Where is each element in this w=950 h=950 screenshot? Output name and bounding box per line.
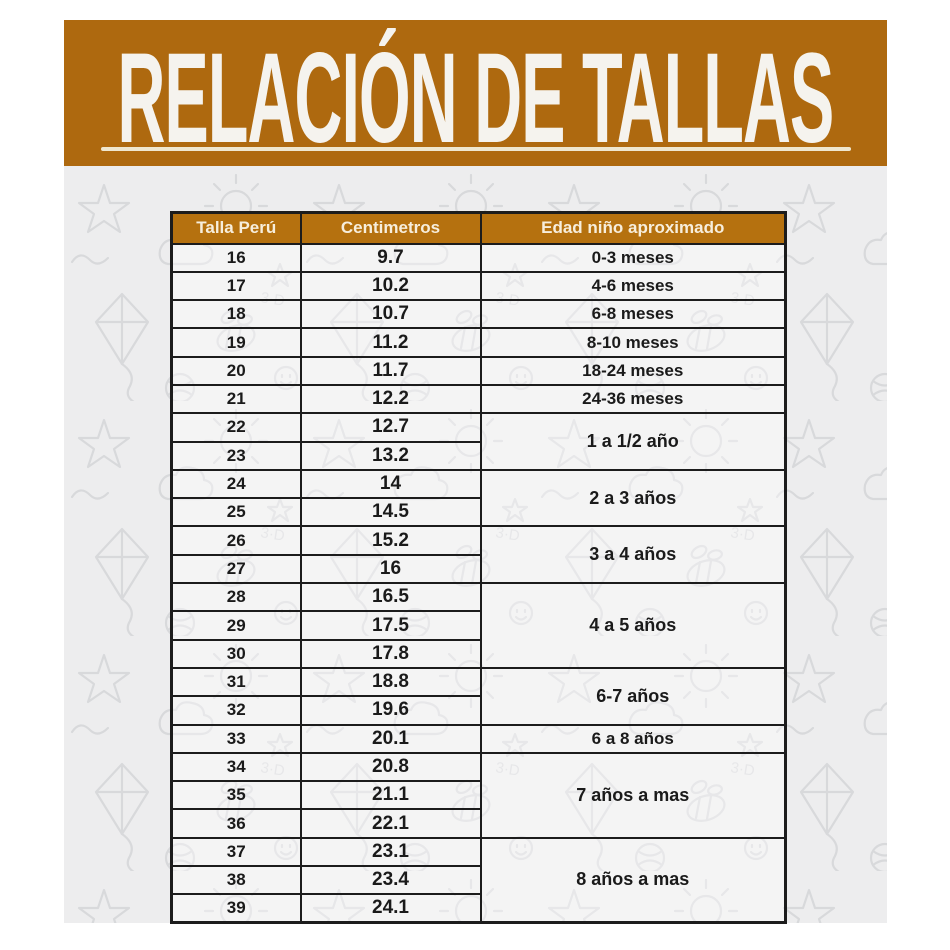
cell-cm: 24.1	[299, 893, 482, 924]
table-row: 18 10.7 6-8 meses	[170, 299, 787, 330]
cell-cm: 14.5	[299, 497, 482, 528]
table-row: 20 11.7 18-24 meses	[170, 355, 787, 386]
cell-cm: 23.4	[299, 865, 482, 896]
cell-talla: 23	[170, 441, 302, 471]
cell-edad: 8-10 meses	[479, 327, 787, 358]
cell-edad: 1 a 1/2 año	[479, 412, 787, 471]
table-row: 38 23.4	[170, 865, 786, 896]
size-table: Talla Perú Centimetros Edad niño aproxim…	[170, 211, 787, 925]
table-row: 16 9.7 0-3 meses	[170, 242, 787, 273]
col-header-cm: Centimetros	[299, 211, 482, 245]
cell-talla: 25	[170, 497, 302, 528]
cell-cm: 17.8	[299, 639, 482, 669]
cell-edad: 0-3 meses	[479, 242, 787, 273]
cell-talla: 37	[170, 836, 302, 868]
cell-edad: 7 años a mas	[479, 751, 787, 839]
table-header-row: Talla Perú Centimetros Edad niño aproxim…	[170, 211, 787, 245]
cell-talla: 18	[170, 299, 302, 330]
cell-cm: 11.7	[299, 355, 482, 386]
cell-cm: 9.7	[299, 242, 482, 273]
cell-edad: 18-24 meses	[479, 355, 787, 386]
cell-cm: 12.7	[299, 412, 482, 443]
cell-talla: 34	[170, 751, 302, 783]
table-row: 33 20.1 6 a 8 años	[170, 723, 787, 754]
cell-edad: 4 a 5 años	[479, 582, 787, 669]
cell-edad: 8 años a mas	[479, 836, 787, 924]
table-row: 32 19.6	[170, 695, 786, 726]
cell-edad: 6-7 años	[479, 666, 787, 726]
cell-talla: 20	[170, 355, 302, 386]
table-row: 17 10.2 4-6 meses	[170, 270, 787, 302]
cell-cm: 18.8	[299, 666, 482, 698]
table-row: 35 21.1	[170, 780, 786, 811]
table-row: 36 22.1	[170, 808, 786, 839]
cell-talla: 28	[170, 582, 302, 613]
cell-edad: 6 a 8 años	[479, 723, 787, 754]
cell-cm: 17.5	[299, 610, 482, 641]
cell-cm: 10.2	[299, 270, 482, 302]
cell-talla: 33	[170, 723, 302, 754]
cell-talla: 22	[170, 412, 302, 443]
col-header-edad: Edad niño aproximado	[479, 211, 787, 245]
table-row: 30 17.8	[170, 639, 786, 669]
cell-cm: 19.6	[299, 695, 482, 726]
table-row: 24 14 2 a 3 años	[170, 468, 787, 528]
cell-cm: 20.1	[299, 723, 482, 754]
cell-edad: 24-36 meses	[479, 383, 787, 415]
table-row: 37 23.1 8 años a mas	[170, 836, 787, 924]
cell-talla: 31	[170, 666, 302, 698]
cell-talla: 29	[170, 610, 302, 641]
cell-talla: 35	[170, 780, 302, 811]
cell-cm: 21.1	[299, 780, 482, 811]
cell-talla: 24	[170, 468, 302, 500]
cell-edad: 4-6 meses	[479, 270, 787, 302]
cell-edad: 2 a 3 años	[479, 468, 787, 528]
table-row: 19 11.2 8-10 meses	[170, 327, 787, 358]
cell-talla: 32	[170, 695, 302, 726]
table-row: 21 12.2 24-36 meses	[170, 383, 787, 415]
cell-talla: 27	[170, 554, 302, 585]
cell-cm: 20.8	[299, 751, 482, 783]
table-row: 28 16.5 4 a 5 años	[170, 582, 787, 669]
cell-cm: 12.2	[299, 383, 482, 415]
cell-talla: 16	[170, 242, 302, 273]
cell-cm: 16	[299, 554, 482, 585]
cell-edad: 3 a 4 años	[479, 525, 787, 585]
table-row: 27 16	[170, 554, 786, 585]
cell-cm: 10.7	[299, 299, 482, 330]
table-row: 23 13.2	[170, 441, 786, 471]
cell-talla: 30	[170, 639, 302, 669]
cell-cm: 15.2	[299, 525, 482, 556]
page-title: RELACIÓN DE TALLAS	[117, 27, 835, 170]
cell-talla: 38	[170, 865, 302, 896]
table-row: 34 20.8 7 años a mas	[170, 751, 787, 839]
cell-talla: 39	[170, 893, 302, 924]
cell-talla: 36	[170, 808, 302, 839]
cell-talla: 21	[170, 383, 302, 415]
table-row: 22 12.7 1 a 1/2 año	[170, 412, 787, 471]
table-row: 29 17.5	[170, 610, 786, 641]
title-underline	[100, 147, 851, 151]
cell-talla: 17	[170, 270, 302, 302]
cell-cm: 14	[299, 468, 482, 500]
doodle-panel: 3·D Talla Perú Centimetros Edad niño apr…	[64, 166, 887, 925]
table-row: 26 15.2 3 a 4 años	[170, 525, 787, 585]
cell-talla: 26	[170, 525, 302, 556]
cell-cm: 16.5	[299, 582, 482, 613]
cell-talla: 19	[170, 327, 302, 358]
cell-cm: 22.1	[299, 808, 482, 839]
table-row: 39 24.1	[170, 893, 786, 924]
cell-cm: 23.1	[299, 836, 482, 868]
size-table-body: 16 9.7 0-3 meses 17 10.2 4-6 meses 18 10.7 6-8 m…	[170, 242, 787, 924]
cell-edad: 6-8 meses	[479, 299, 787, 330]
table-row: 31 18.8 6-7 años	[170, 666, 787, 726]
title-banner: RELACIÓN DE TALLAS	[64, 20, 887, 166]
cell-cm: 11.2	[299, 327, 482, 358]
table-row: 25 14.5	[170, 497, 786, 528]
col-header-talla: Talla Perú	[170, 211, 302, 245]
cell-cm: 13.2	[299, 441, 482, 471]
